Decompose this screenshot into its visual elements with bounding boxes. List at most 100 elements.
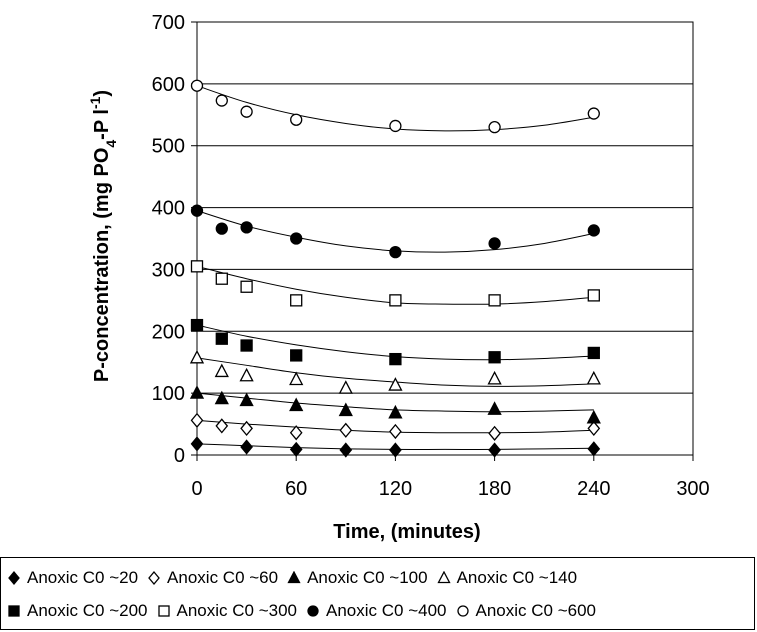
data-point — [214, 363, 229, 378]
data-point — [290, 294, 303, 307]
data-point — [240, 280, 253, 293]
data-point — [389, 423, 402, 440]
y-axis-title-middle: -P l — [91, 109, 113, 140]
legend-marker — [8, 605, 20, 617]
legend-marker — [157, 605, 170, 617]
legend-label: Anoxic C0 ~100 — [307, 568, 428, 587]
data-point — [388, 377, 403, 391]
data-point — [239, 392, 254, 407]
data-point — [389, 352, 402, 366]
chart-area: 0 60 120 180 240 300 0 100 200 300 400 500 600 700 T… — [87, 12, 710, 543]
y-tick-label: 700 — [152, 12, 185, 34]
legend-item: Anoxic C0 ~60 — [147, 568, 278, 588]
data-point — [289, 397, 304, 412]
legend-label: Anoxic C0 ~200 — [27, 601, 148, 620]
data-point — [389, 442, 402, 458]
data-point — [488, 442, 501, 458]
y-axis-title-prefix: P-concentration, (mg PO — [91, 148, 113, 382]
data-point — [388, 404, 403, 419]
y-tick-label: 100 — [152, 383, 185, 405]
data-point — [389, 119, 402, 133]
y-tick-label: 0 — [174, 445, 185, 467]
legend-marker — [8, 571, 20, 585]
y-axis-title-subscript: 4 — [103, 140, 119, 148]
legend-item: Anoxic C0 ~140 — [437, 568, 578, 588]
data-point — [338, 380, 353, 394]
x-tick-label: 0 — [191, 478, 202, 500]
data-point — [389, 294, 402, 307]
legend-item: Anoxic C0 ~400 — [306, 601, 447, 621]
data-point — [190, 79, 204, 92]
data-point — [586, 370, 601, 385]
circle-marker-icon — [307, 605, 319, 617]
data-point — [587, 107, 600, 120]
data-point — [587, 346, 600, 360]
data-point — [587, 289, 600, 302]
data-point — [215, 332, 228, 345]
data-point — [189, 385, 205, 399]
x-axis-ticks: 0 60 120 180 240 300 — [191, 455, 710, 500]
data-point — [289, 425, 303, 441]
fit-curve — [196, 210, 594, 253]
legend-label: Anoxic C0 ~300 — [176, 601, 298, 620]
legend-marker — [456, 605, 469, 617]
x-axis-title: Time, (minutes) — [333, 521, 480, 543]
data-point — [190, 436, 204, 452]
data-point — [587, 224, 600, 237]
plot-frame — [196, 21, 694, 456]
data-point — [289, 441, 303, 458]
data-point — [215, 222, 228, 235]
data-point — [586, 409, 601, 424]
y-tick-label: 600 — [152, 74, 185, 96]
legend-label: Anoxic C0 ~60 — [167, 568, 279, 587]
data-point — [389, 245, 402, 259]
data-point — [488, 294, 501, 307]
data-point — [488, 121, 501, 134]
legend-item: Anoxic C0 ~200 — [7, 601, 148, 621]
data-point — [487, 401, 502, 415]
square-marker-icon — [157, 605, 170, 617]
gridlines — [197, 83, 693, 394]
legend-marker — [307, 605, 319, 617]
data-point — [487, 370, 502, 385]
data-point — [488, 237, 501, 250]
legend-marker — [437, 571, 451, 584]
legend-label: Anoxic C0 ~140 — [456, 568, 578, 587]
legend-item: Anoxic C0 ~20 — [7, 568, 138, 588]
legend-label: Anoxic C0 ~600 — [475, 601, 597, 620]
x-tick-label: 180 — [478, 478, 511, 500]
y-axis-title: P-concentration, (mg PO4-P l-1) — [87, 90, 119, 382]
legend: Anoxic C0 ~20 Anoxic C0 ~60 Anoxic C0 ~100… — [0, 557, 755, 630]
data-point — [290, 349, 303, 362]
legend-item: Anoxic C0 ~100 — [287, 568, 428, 588]
data-point — [214, 390, 229, 405]
y-tick-label: 200 — [152, 321, 185, 343]
legend-row: Anoxic C0 ~200 Anoxic C0 ~300 Anoxic C0 ~4… — [7, 596, 605, 626]
data-point — [190, 318, 204, 332]
circle-marker-icon — [456, 605, 469, 617]
x-tick-label: 300 — [676, 478, 709, 500]
x-tick-label: 60 — [285, 478, 307, 500]
y-tick-label: 400 — [152, 198, 185, 220]
data-point — [215, 94, 228, 107]
data-point — [339, 442, 353, 458]
data-point — [190, 260, 204, 273]
data-point — [339, 422, 353, 438]
x-tick-label: 240 — [577, 478, 610, 500]
y-axis-ticks: 0 100 200 300 400 500 600 700 — [152, 12, 197, 467]
y-tick-label: 300 — [152, 259, 185, 281]
legend-item: Anoxic C0 ~300 — [157, 601, 298, 621]
data-points — [189, 79, 601, 458]
data-point — [215, 418, 229, 434]
data-point — [488, 351, 501, 364]
legend-item: Anoxic C0 ~600 — [456, 601, 597, 621]
legend-label: Anoxic C0 ~20 — [27, 568, 139, 587]
fit-curves — [196, 85, 594, 450]
data-point — [239, 367, 254, 382]
data-point — [488, 425, 501, 441]
diamond-marker-icon — [148, 571, 160, 585]
data-point — [240, 420, 253, 437]
data-point — [189, 349, 205, 364]
data-point — [240, 339, 253, 352]
data-point — [290, 232, 303, 245]
